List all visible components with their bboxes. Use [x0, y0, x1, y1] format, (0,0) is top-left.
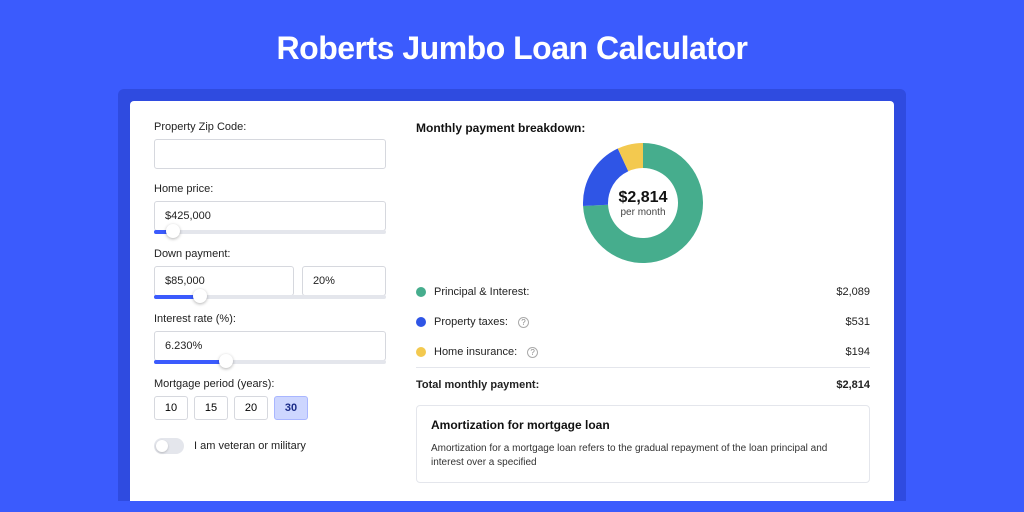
breakdown-item-value: $531	[846, 316, 870, 328]
info-icon[interactable]: ?	[518, 317, 529, 328]
down-payment-slider-thumb[interactable]	[193, 289, 207, 303]
interest-rate-slider-thumb[interactable]	[219, 354, 233, 368]
calculator-card: Property Zip Code: Home price: Down paym…	[130, 101, 894, 501]
amortization-text: Amortization for a mortgage loan refers …	[431, 442, 855, 470]
donut-sub: per month	[620, 207, 665, 218]
home-price-label: Home price:	[154, 183, 386, 195]
breakdown-row: Home insurance:? $194	[416, 337, 870, 367]
breakdown-item-value: $194	[846, 346, 870, 358]
interest-rate-input[interactable]	[154, 331, 386, 361]
interest-rate-slider[interactable]	[154, 360, 386, 364]
amortization-title: Amortization for mortgage loan	[431, 418, 855, 432]
down-payment-input[interactable]	[154, 266, 294, 296]
zip-field: Property Zip Code:	[154, 121, 386, 169]
page-title: Roberts Jumbo Loan Calculator	[0, 0, 1024, 89]
period-field: Mortgage period (years): 10152030	[154, 378, 386, 420]
period-btn-20[interactable]: 20	[234, 396, 268, 420]
donut-chart: $2,814 per month	[583, 143, 703, 263]
donut-chart-wrap: $2,814 per month	[416, 135, 870, 277]
breakdown-lines: Principal & Interest: $2,089 Property taxe…	[416, 277, 870, 367]
breakdown-row: Principal & Interest: $2,089	[416, 277, 870, 307]
total-label: Total monthly payment:	[416, 379, 539, 391]
toggle-knob	[156, 440, 168, 452]
veteran-toggle[interactable]	[154, 438, 184, 454]
period-label: Mortgage period (years):	[154, 378, 386, 390]
home-price-input[interactable]	[154, 201, 386, 231]
period-btn-15[interactable]: 15	[194, 396, 228, 420]
home-price-field: Home price:	[154, 183, 386, 234]
amortization-box: Amortization for mortgage loan Amortizat…	[416, 405, 870, 483]
home-price-slider-thumb[interactable]	[166, 224, 180, 238]
breakdown-item-value: $2,089	[836, 286, 870, 298]
down-payment-field: Down payment:	[154, 248, 386, 299]
card-shadow: Property Zip Code: Home price: Down paym…	[118, 89, 906, 501]
down-payment-label: Down payment:	[154, 248, 386, 260]
legend-dot	[416, 287, 426, 297]
donut-amount: $2,814	[619, 189, 668, 207]
donut-center: $2,814 per month	[583, 143, 703, 263]
period-options: 10152030	[154, 396, 386, 420]
down-payment-pct-input[interactable]	[302, 266, 386, 296]
legend-dot	[416, 347, 426, 357]
breakdown-item-label: Principal & Interest:	[434, 286, 529, 298]
breakdown-item-label: Property taxes:	[434, 316, 508, 328]
total-value: $2,814	[836, 379, 870, 391]
interest-rate-label: Interest rate (%):	[154, 313, 386, 325]
legend-dot	[416, 317, 426, 327]
info-icon[interactable]: ?	[527, 347, 538, 358]
total-row: Total monthly payment: $2,814	[416, 367, 870, 405]
interest-rate-slider-fill	[154, 360, 226, 364]
zip-input[interactable]	[154, 139, 386, 169]
period-btn-10[interactable]: 10	[154, 396, 188, 420]
veteran-field: I am veteran or military	[154, 438, 386, 454]
form-column: Property Zip Code: Home price: Down paym…	[130, 101, 410, 501]
breakdown-title: Monthly payment breakdown:	[416, 121, 870, 135]
period-btn-30[interactable]: 30	[274, 396, 308, 420]
home-price-slider[interactable]	[154, 230, 386, 234]
down-payment-slider[interactable]	[154, 295, 386, 299]
breakdown-column: Monthly payment breakdown: $2,814 per mo…	[410, 101, 894, 501]
veteran-label: I am veteran or military	[194, 440, 306, 452]
interest-rate-field: Interest rate (%):	[154, 313, 386, 364]
breakdown-item-label: Home insurance:	[434, 346, 517, 358]
zip-label: Property Zip Code:	[154, 121, 386, 133]
breakdown-row: Property taxes:? $531	[416, 307, 870, 337]
